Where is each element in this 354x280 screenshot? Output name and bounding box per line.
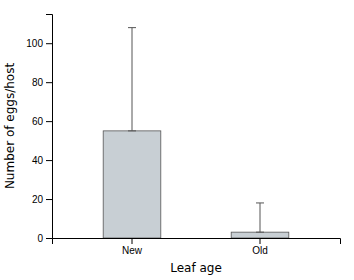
y-tick: 0 bbox=[37, 233, 52, 244]
error-bar bbox=[128, 28, 136, 131]
bar bbox=[103, 131, 161, 238]
x-axis: New Old bbox=[53, 238, 341, 256]
x-tick: New bbox=[122, 238, 143, 256]
y-axis-title: Number of eggs/host bbox=[3, 63, 17, 190]
x-tick-label: Old bbox=[252, 245, 268, 256]
error-cap-lower bbox=[128, 130, 136, 131]
y-axis: 0 20 40 60 80 100 bbox=[26, 15, 52, 244]
x-tick-mark bbox=[260, 238, 261, 244]
x-axis-title: Leaf age bbox=[170, 261, 222, 275]
bar bbox=[231, 232, 289, 238]
y-tick-label: 40 bbox=[32, 155, 44, 166]
y-tick-mark bbox=[46, 82, 52, 83]
error-cap-upper bbox=[128, 27, 136, 28]
x-tick-label: New bbox=[122, 245, 143, 256]
y-tick: 40 bbox=[32, 155, 52, 166]
y-tick-label: 80 bbox=[32, 77, 44, 88]
y-tick-label: 60 bbox=[32, 116, 44, 127]
y-tick: 20 bbox=[32, 194, 52, 205]
error-line bbox=[260, 203, 261, 232]
x-axis-line bbox=[53, 239, 341, 245]
y-tick-mark bbox=[46, 199, 52, 200]
y-tick-mark bbox=[46, 43, 52, 44]
error-cap-lower bbox=[256, 232, 264, 233]
error-line bbox=[132, 28, 133, 131]
plot: 0 20 40 60 80 100 New Old bbox=[26, 15, 340, 257]
y-axis-line bbox=[46, 15, 53, 239]
marks bbox=[103, 28, 289, 238]
y-tick-mark bbox=[46, 238, 52, 239]
chart: 0 20 40 60 80 100 New Old Leaf age Number of eggs… bbox=[0, 0, 354, 280]
error-cap-upper bbox=[256, 202, 264, 203]
y-tick: 60 bbox=[32, 116, 52, 127]
y-tick-label: 100 bbox=[26, 38, 43, 49]
y-tick: 100 bbox=[26, 38, 52, 49]
y-tick-label: 0 bbox=[37, 233, 43, 244]
x-tick: Old bbox=[252, 238, 268, 256]
y-tick-mark bbox=[46, 160, 52, 161]
y-tick-mark bbox=[46, 121, 52, 122]
y-tick: 80 bbox=[32, 77, 52, 88]
y-tick-label: 20 bbox=[32, 194, 44, 205]
x-tick-mark bbox=[132, 238, 133, 244]
error-bar bbox=[256, 203, 264, 232]
